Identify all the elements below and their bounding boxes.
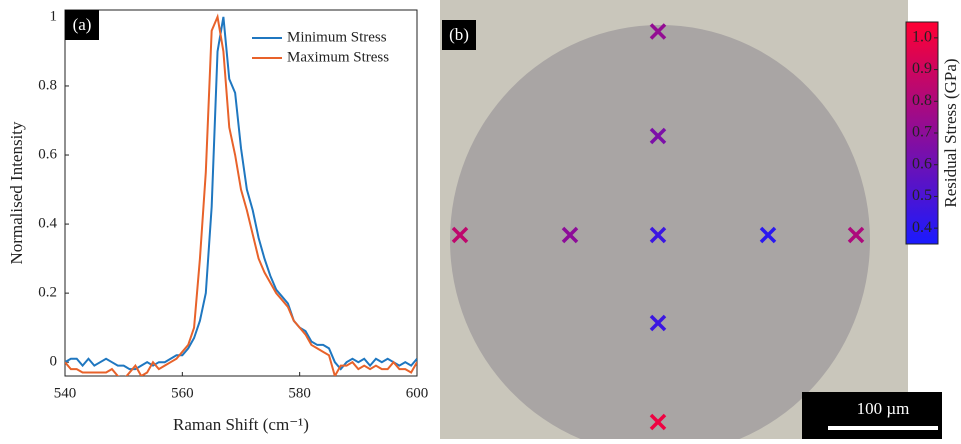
legend-label: Minimum Stress — [287, 29, 387, 45]
colorbar-tick-label: 0.9 — [912, 60, 932, 77]
scalebar-label: 100 µm — [857, 399, 910, 418]
cross-stroke — [649, 413, 667, 431]
measurement-cross — [451, 226, 469, 244]
cross-stroke — [847, 226, 865, 244]
x-axis-label: Raman Shift (cm⁻¹) — [173, 415, 309, 434]
y-tick-label: 0.6 — [38, 146, 57, 162]
colorbar-tick-label: 0.8 — [912, 92, 932, 109]
panel-label-bg — [65, 10, 99, 40]
panel-label-bg — [442, 20, 476, 50]
colorbar-label: Residual Stress (GPa) — [941, 58, 960, 207]
measurement-cross — [847, 226, 865, 244]
cross-stroke — [759, 226, 777, 244]
cross-stroke — [649, 127, 667, 145]
colorbar-tick-label: 0.5 — [912, 187, 932, 204]
y-tick-label: 0.2 — [38, 285, 57, 301]
x-tick-label: 600 — [406, 385, 429, 401]
legend-label: Maximum Stress — [287, 49, 389, 65]
colorbar-tick-label: 0.7 — [912, 124, 932, 141]
cross-stroke — [451, 226, 469, 244]
cross-stroke — [649, 226, 667, 244]
measurement-cross — [649, 23, 667, 40]
colorbar-tick-label: 0.6 — [912, 155, 932, 172]
y-tick-label: 0.4 — [38, 216, 57, 232]
colorbar-tick-label: 1.0 — [912, 29, 932, 46]
x-tick-label: 580 — [288, 385, 311, 401]
panel-label: (b) — [449, 25, 469, 44]
y-tick-label: 0 — [50, 354, 58, 370]
measurement-cross — [649, 314, 667, 332]
measurement-cross — [759, 226, 777, 244]
colorbar-tick-label: 0.4 — [912, 219, 932, 236]
y-tick-label: 1 — [50, 8, 58, 24]
colorbar — [905, 21, 939, 245]
cross-stroke — [649, 23, 667, 40]
measurement-cross — [649, 127, 667, 145]
measurement-cross — [649, 413, 667, 431]
scalebar-bg — [802, 392, 942, 439]
x-tick-label: 560 — [171, 385, 194, 401]
series-line — [65, 16, 417, 371]
series-line — [65, 13, 417, 376]
measurement-cross — [649, 226, 667, 244]
x-tick-label: 540 — [54, 385, 77, 401]
cross-stroke — [649, 314, 667, 332]
y-tick-label: 0.8 — [38, 77, 57, 93]
y-axis-label: Normalised Intensity — [7, 121, 26, 265]
cross-stroke — [561, 226, 579, 244]
measurement-cross — [561, 226, 579, 244]
panel-label: (a) — [73, 15, 92, 34]
